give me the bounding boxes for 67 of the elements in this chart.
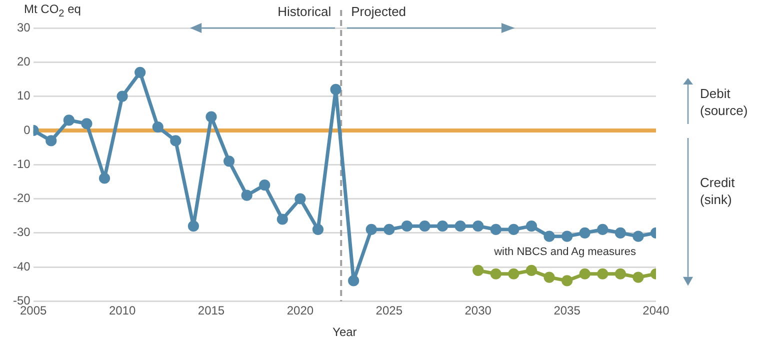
- x-tick-label: 2035: [554, 304, 581, 318]
- text: Credit (sink): [700, 175, 736, 208]
- x-tick-label: 2030: [464, 304, 492, 318]
- point: [490, 224, 502, 236]
- text: Debit (source): [700, 86, 749, 119]
- point: [472, 264, 484, 276]
- point: [579, 227, 590, 238]
- point: [544, 272, 555, 283]
- point: [276, 214, 288, 225]
- point: [206, 111, 217, 122]
- y-tick-label: 30: [16, 20, 31, 34]
- point: [632, 230, 644, 242]
- y-tick-label: 10: [16, 88, 31, 103]
- point: [508, 268, 520, 280]
- point: [436, 220, 448, 232]
- y-tick-label: -40: [13, 259, 31, 274]
- point: [562, 230, 573, 242]
- x-tick-label: 2015: [198, 304, 225, 318]
- point: [384, 224, 395, 236]
- y-tick-label: -20: [13, 191, 31, 206]
- point: [188, 220, 200, 232]
- point: [259, 180, 270, 191]
- point: [241, 190, 252, 201]
- point: [294, 193, 306, 204]
- x-tick-label: 2020: [286, 304, 314, 318]
- point: [526, 220, 538, 232]
- point: [579, 268, 590, 280]
- point: [312, 224, 324, 236]
- point: [508, 224, 520, 236]
- text: Historical: [278, 4, 332, 20]
- point: [419, 220, 430, 232]
- text: Projected: [351, 4, 406, 20]
- point: [614, 268, 626, 280]
- x-tick-label: 2040: [642, 304, 670, 318]
- point: [401, 220, 412, 232]
- point: [526, 264, 538, 276]
- y-tick-label: 0: [24, 122, 31, 137]
- y-tick-label: 20: [16, 54, 31, 68]
- point: [597, 268, 608, 280]
- point: [170, 135, 182, 146]
- point: [63, 114, 74, 126]
- point: [46, 135, 57, 146]
- point: [614, 227, 626, 238]
- point: [223, 156, 235, 167]
- point: [454, 220, 466, 232]
- point: [134, 66, 146, 78]
- point: [348, 275, 360, 286]
- y-tick-label: -30: [13, 225, 31, 240]
- point: [116, 90, 128, 102]
- y-axis-title: Mt CO$_{2}$ eq: [24, 2, 81, 21]
- point: [472, 220, 484, 232]
- x-tick-label: 2025: [376, 304, 403, 318]
- point: [632, 272, 644, 283]
- point: [81, 118, 92, 130]
- x-tick-label: 2010: [108, 304, 136, 318]
- point: [544, 230, 555, 242]
- point: [152, 121, 164, 133]
- y-tick-label: -10: [13, 156, 31, 171]
- point: [330, 84, 342, 96]
- x-tick-label: 2005: [20, 304, 48, 318]
- point: [562, 275, 573, 286]
- series-label: with NBCS and Ag measures: [494, 246, 636, 260]
- point: [98, 172, 110, 184]
- point: [597, 224, 608, 236]
- point: [490, 268, 502, 280]
- point: [366, 224, 377, 236]
- x-axis-title: Year: [332, 325, 357, 340]
